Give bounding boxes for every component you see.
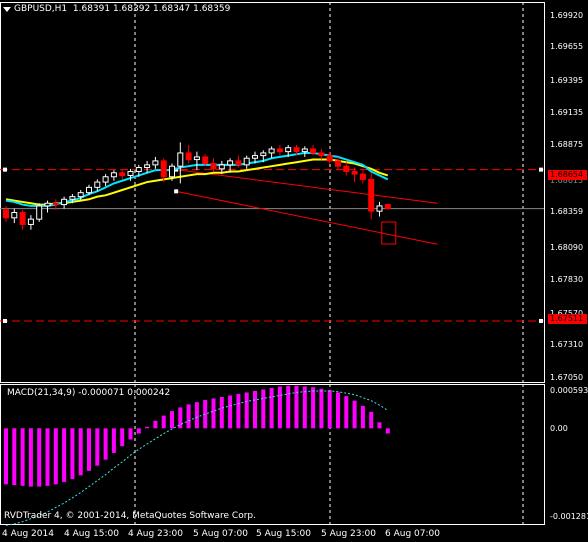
candle-body <box>384 204 391 210</box>
candle-body <box>376 205 383 212</box>
candle-body <box>61 198 68 206</box>
level-price-label: 1.68654 <box>548 170 587 180</box>
price-tick: 1.69655 <box>550 42 584 51</box>
price-tick: 1.67050 <box>550 373 584 382</box>
current-price-label: 1.68359 <box>548 207 587 217</box>
candle-body <box>185 152 192 161</box>
trendline <box>176 169 438 204</box>
time-tick: 4 Aug 2014 <box>2 529 54 539</box>
candle-body <box>326 155 333 162</box>
candle-body <box>276 148 283 153</box>
price-tick: 1.67310 <box>550 340 584 349</box>
candle-body <box>86 186 92 194</box>
candle-body <box>252 155 258 159</box>
time-tick: 6 Aug 07:00 <box>385 529 440 539</box>
copyright-text: RVDTrader 4, © 2001-2014, MetaQuotes Sof… <box>4 511 256 521</box>
macd-tick: 0.00 <box>550 424 568 433</box>
candle-body <box>94 181 101 188</box>
candle-body <box>160 160 167 178</box>
candle-body <box>69 196 76 200</box>
candle-body <box>177 152 184 167</box>
trendline <box>176 190 438 245</box>
macd-signal-line <box>5 390 389 526</box>
time-tick: 5 Aug 15:00 <box>256 529 311 539</box>
candle-body <box>243 157 250 166</box>
candle-body <box>152 160 159 166</box>
candle-body <box>359 173 366 180</box>
price-tick: 1.67830 <box>550 275 584 284</box>
candle-body <box>27 218 34 225</box>
candle-body <box>235 160 242 166</box>
macd-tick: 0.000593 <box>550 386 588 395</box>
chart-menu-arrow-icon[interactable] <box>3 7 11 12</box>
candle-body <box>3 209 9 219</box>
price-tick: 1.68615 <box>550 176 584 185</box>
candle-body <box>268 148 275 154</box>
price-tick: 1.68875 <box>550 140 584 149</box>
candle-body <box>227 160 234 166</box>
candle-body <box>202 156 209 165</box>
candle-body <box>285 147 292 153</box>
level-price-label: 1.67511 <box>548 314 587 324</box>
time-tick: 5 Aug 07:00 <box>193 529 248 539</box>
candle-body <box>127 170 134 176</box>
main-pane-border <box>0 2 545 383</box>
time-tick: 5 Aug 23:00 <box>321 529 376 539</box>
candle-body <box>19 212 26 225</box>
price-tick: 1.69920 <box>550 11 584 20</box>
candle-body <box>135 167 142 172</box>
macd-pane-border <box>0 384 545 525</box>
candle-body <box>193 156 200 161</box>
macd-title: MACD(21,34,9) -0.000071 0.000242 <box>7 388 171 398</box>
trendline-anchor-point <box>174 189 179 194</box>
candle-body <box>343 165 350 172</box>
price-tick: 1.69135 <box>550 108 584 117</box>
price-tick: 1.69395 <box>550 76 584 85</box>
candle-body <box>301 148 308 153</box>
candle-body <box>11 212 18 219</box>
price-tick: 1.68090 <box>550 243 584 252</box>
candle-body <box>368 178 375 212</box>
candle-body <box>260 152 267 157</box>
candle-body <box>110 172 117 178</box>
candle-body <box>102 176 109 183</box>
time-tick: 4 Aug 15:00 <box>64 529 119 539</box>
candle-body <box>310 148 317 154</box>
level-anchor-point <box>539 167 543 172</box>
level-anchor-point <box>539 318 543 323</box>
slow-ma-line <box>5 158 389 206</box>
candle-body <box>318 152 325 157</box>
candle-body <box>293 147 300 153</box>
candle-body <box>210 163 217 170</box>
candle-body <box>169 165 175 178</box>
macd-tick: -0.001281 <box>550 512 588 521</box>
candle-body <box>351 170 358 175</box>
symbol-title: GBPUSD,H1 1.68391 1.68392 1.68347 1.6835… <box>14 4 231 14</box>
candle-body <box>119 172 126 176</box>
candle-body <box>36 205 43 220</box>
candle-body <box>52 202 59 206</box>
level-anchor-point <box>3 318 7 323</box>
candle-body <box>335 160 341 167</box>
candle-body <box>144 164 151 169</box>
candle-body <box>218 164 225 170</box>
level-anchor-point <box>3 167 7 172</box>
candle-body <box>44 202 51 207</box>
signal-box <box>381 221 397 245</box>
time-tick: 4 Aug 23:00 <box>128 529 183 539</box>
price-tick: 1.67570 <box>550 309 583 318</box>
candle-body <box>77 192 84 198</box>
